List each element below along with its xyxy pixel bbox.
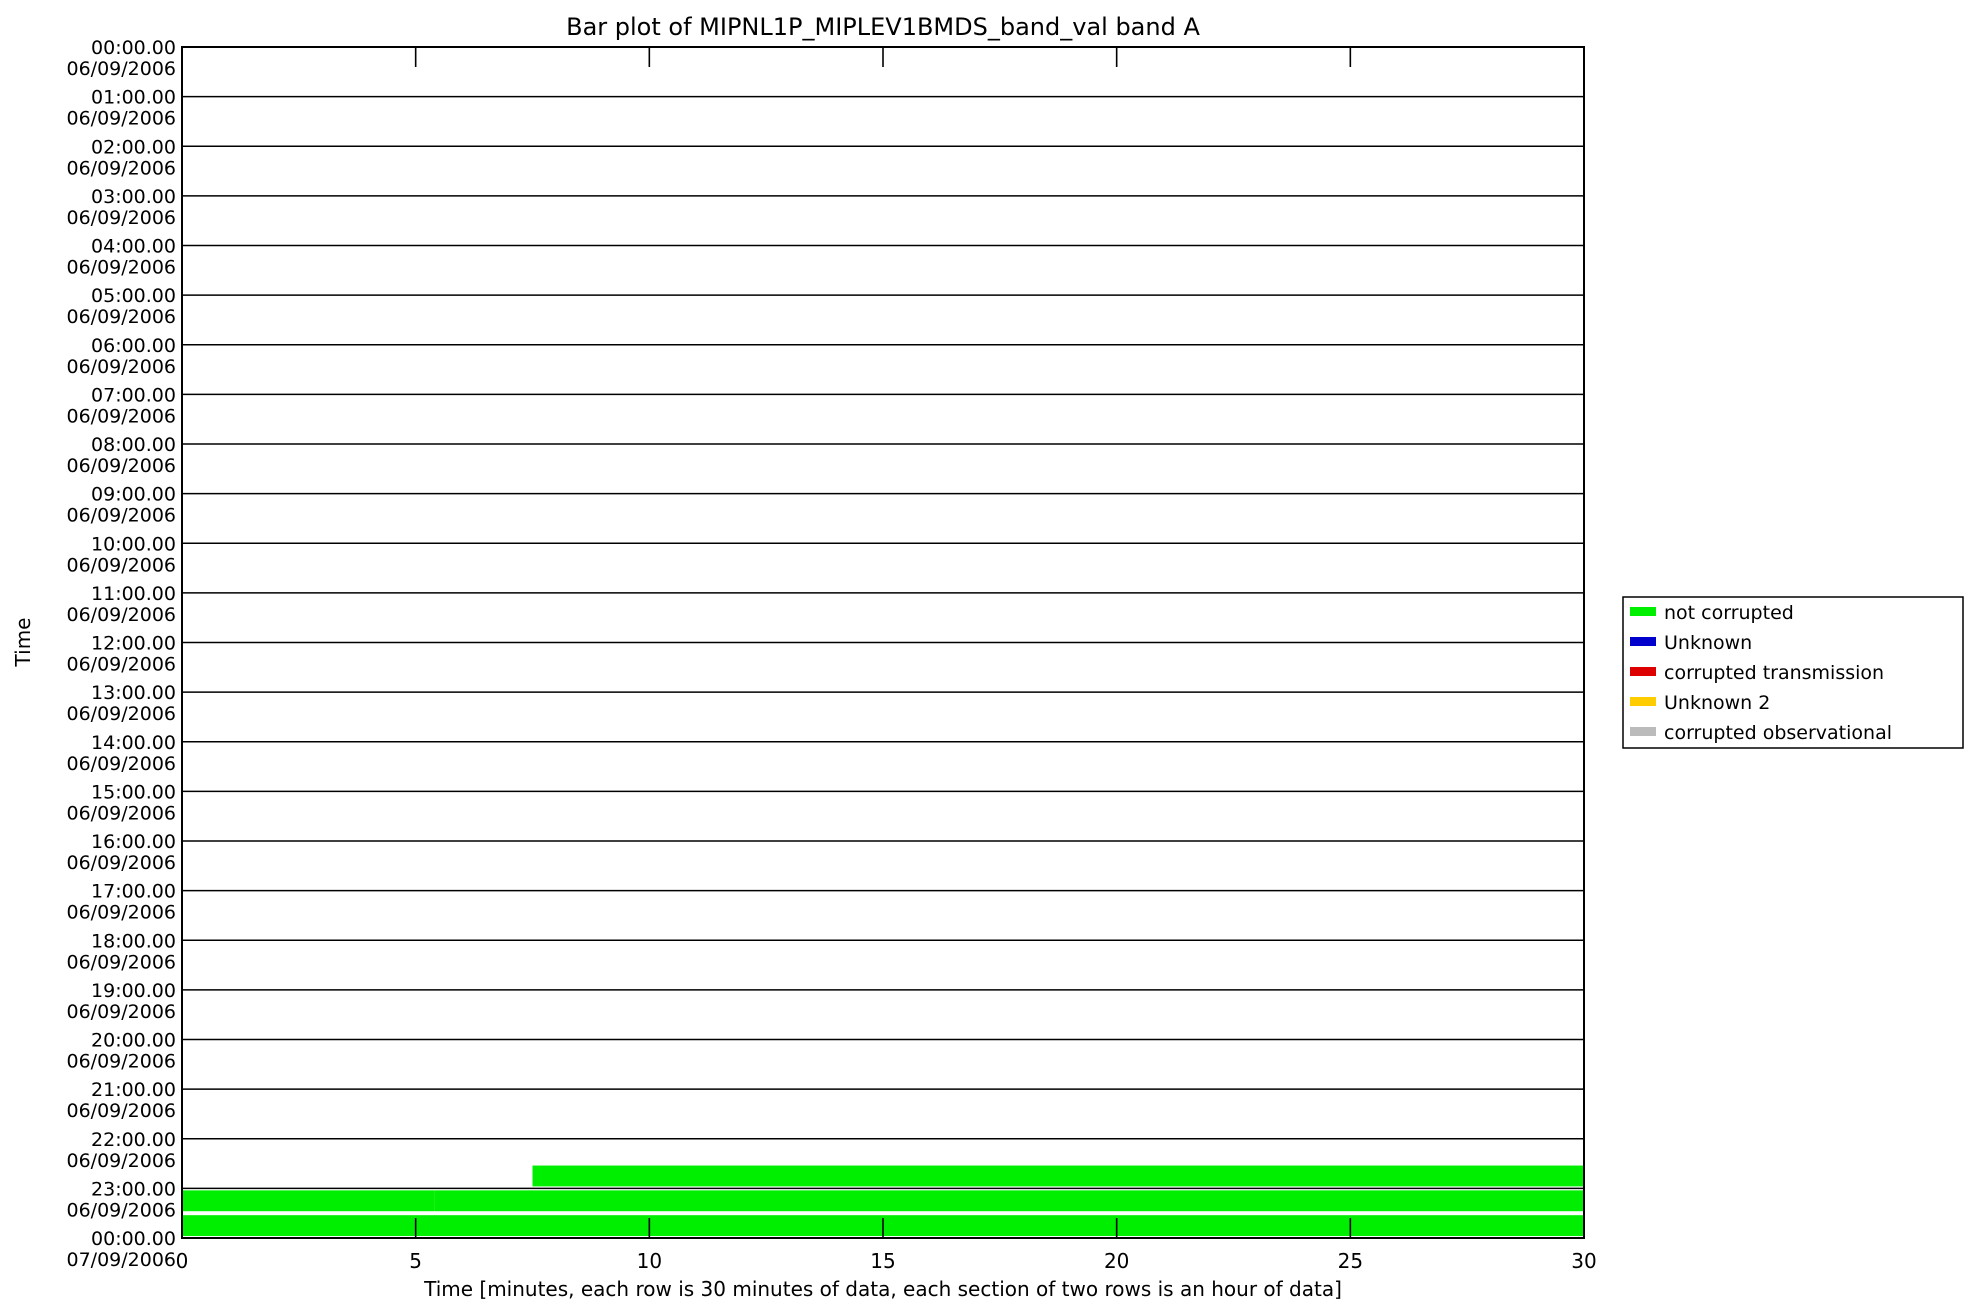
y-tick-label-date: 06/09/2006 [66, 58, 176, 80]
y-tick-label-date: 06/09/2006 [66, 852, 176, 874]
legend-swatch [1630, 727, 1656, 736]
y-tick-label-time: 07:00.00 [91, 384, 176, 406]
y-tick-label-date: 06/09/2006 [66, 405, 176, 427]
x-tick-label: 25 [1338, 1249, 1363, 1273]
y-tick-label-date: 06/09/2006 [66, 157, 176, 179]
y-tick-label-time: 16:00.00 [91, 831, 176, 853]
y-ticks: 00:00.0006/09/200601:00.0006/09/200602:0… [66, 37, 176, 1271]
bar-1 [182, 1190, 435, 1212]
bar-0 [532, 1165, 1584, 1187]
y-tick-label-time: 12:00.00 [91, 633, 176, 655]
y-tick-label-time: 03:00.00 [91, 186, 176, 208]
y-tick-label-time: 15:00.00 [91, 781, 176, 803]
y-tick-label-time: 14:00.00 [91, 732, 176, 754]
y-tick-label-date: 06/09/2006 [66, 753, 176, 775]
y-tick-label-time: 11:00.00 [91, 583, 176, 605]
y-tick-label-date: 06/09/2006 [66, 1100, 176, 1122]
y-tick-label-time: 23:00.00 [91, 1178, 176, 1200]
y-tick-label-date: 06/09/2006 [66, 654, 176, 676]
y-tick-label-time: 21:00.00 [91, 1079, 176, 1101]
bar-2 [434, 1190, 1584, 1212]
y-tick-label-date: 06/09/2006 [66, 505, 176, 527]
x-tick-label: 15 [870, 1249, 895, 1273]
y-tick-label-time: 17:00.00 [91, 881, 176, 903]
legend-box [1622, 596, 1964, 749]
y-tick-label-time: 13:00.00 [91, 682, 176, 704]
y-tick-label-time: 20:00.00 [91, 1030, 176, 1052]
y-tick-label-time: 09:00.00 [91, 484, 176, 506]
legend-label: Unknown 2 [1664, 692, 1770, 714]
legend-swatch [1630, 637, 1656, 646]
x-axis-label: Time [minutes, each row is 30 minutes of… [423, 1277, 1342, 1301]
y-tick-label-date: 06/09/2006 [66, 356, 176, 378]
grid-layer [182, 95, 1584, 1190]
x-tick-label: 5 [409, 1249, 422, 1273]
y-tick-label-date: 06/09/2006 [66, 951, 176, 973]
x-tick-label: 10 [637, 1249, 662, 1273]
legend-swatch [1630, 607, 1656, 616]
y-axis-label: Time [11, 618, 35, 668]
chart-title: Bar plot of MIPNL1P_MIPLEV1BMDS_band_val… [566, 13, 1200, 41]
y-tick-label-time: 18:00.00 [91, 930, 176, 952]
y-tick-label-date: 06/09/2006 [66, 902, 176, 924]
y-tick-label-time: 01:00.00 [91, 87, 176, 109]
y-tick-label-time: 19:00.00 [91, 980, 176, 1002]
legend-swatch [1630, 697, 1656, 706]
x-tick-label: 0 [176, 1249, 189, 1273]
y-tick-label-date: 06/09/2006 [66, 604, 176, 626]
y-tick-label-time: 05:00.00 [91, 285, 176, 307]
y-tick-label-date: 06/09/2006 [66, 1199, 176, 1221]
y-tick-label-time: 22:00.00 [91, 1129, 176, 1151]
y-tick-label-date: 06/09/2006 [66, 802, 176, 824]
y-tick-label-time: 08:00.00 [91, 434, 176, 456]
y-tick-label-time: 04:00.00 [91, 236, 176, 258]
y-tick-label-date: 06/09/2006 [66, 108, 176, 130]
y-tick-label-date: 06/09/2006 [66, 207, 176, 229]
y-tick-label-date: 06/09/2006 [66, 1150, 176, 1172]
y-tick-label-date: 06/09/2006 [66, 703, 176, 725]
legend: not corrupted Unknown corrupted transmissi… [1622, 596, 1964, 749]
legend-label: Unknown [1664, 632, 1752, 654]
y-tick-label-date: 06/09/2006 [66, 306, 176, 328]
y-tick-label-date: 06/09/2006 [66, 455, 176, 477]
y-tick-label-date: 07/09/2006 [66, 1249, 176, 1271]
legend-label: corrupted transmission [1664, 662, 1884, 684]
y-tick-label-time: 10:00.00 [91, 533, 176, 555]
y-tick-label-time: 02:00.00 [91, 136, 176, 158]
x-ticks: 0 5 10 15 20 25 30 [176, 47, 1597, 1273]
y-tick-label-date: 06/09/2006 [66, 1051, 176, 1073]
y-tick-label-date: 06/09/2006 [66, 257, 176, 279]
legend-label: not corrupted [1664, 602, 1794, 624]
y-tick-label-time: 00:00.00 [91, 37, 176, 59]
legend-swatch [1630, 667, 1656, 676]
legend-label: corrupted observational [1664, 722, 1892, 744]
y-tick-label-time: 00:00.00 [91, 1228, 176, 1250]
y-tick-label-time: 06:00.00 [91, 335, 176, 357]
y-tick-label-date: 06/09/2006 [66, 554, 176, 576]
x-tick-label: 30 [1571, 1249, 1596, 1273]
y-tick-label-date: 06/09/2006 [66, 1001, 176, 1023]
x-tick-label: 20 [1104, 1249, 1129, 1273]
